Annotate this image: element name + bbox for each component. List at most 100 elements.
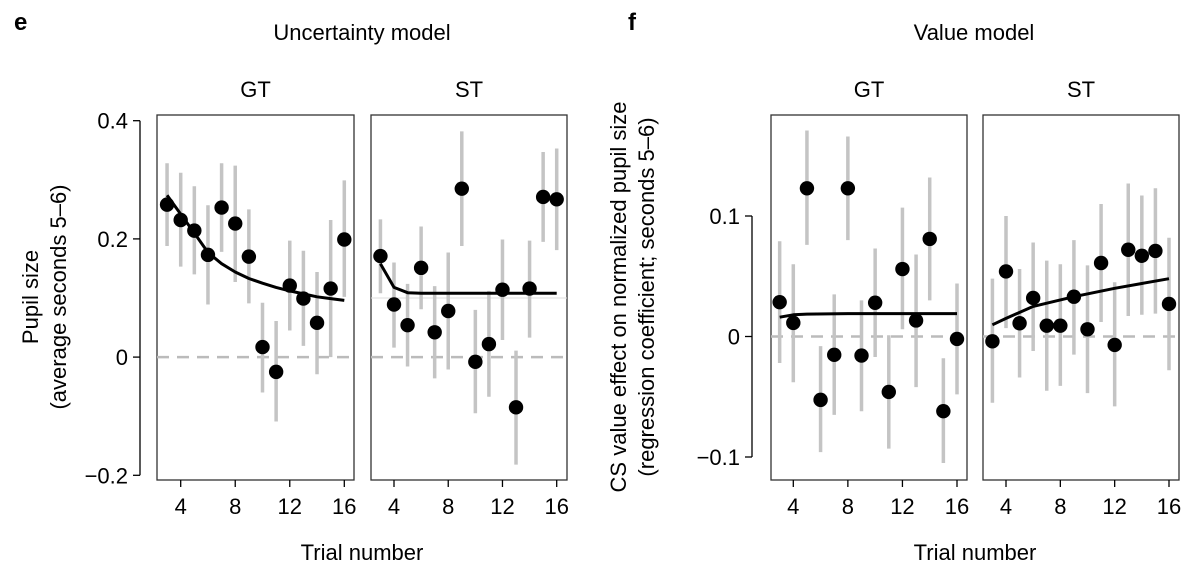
x-tick-label: 4 xyxy=(787,494,799,519)
data-point xyxy=(854,348,869,363)
data-point xyxy=(400,317,415,333)
panel-st: ST 4 8 12 16 xyxy=(370,77,569,519)
data-point xyxy=(949,331,965,347)
data-point xyxy=(508,400,524,415)
panel-frame xyxy=(982,114,1180,481)
chart-title: Value model xyxy=(914,20,1035,45)
data-point xyxy=(454,181,469,196)
data-point xyxy=(413,260,429,276)
data-point xyxy=(427,325,442,340)
data-point xyxy=(908,313,924,328)
data-point xyxy=(1066,289,1082,304)
data-point xyxy=(1161,296,1177,312)
data-point xyxy=(772,294,787,310)
data-point xyxy=(535,189,551,205)
data-point xyxy=(985,334,1000,349)
data-point xyxy=(187,223,202,238)
data-point xyxy=(481,336,497,352)
data-point xyxy=(1039,318,1054,333)
y-axis-label: CS value effect on normalized pupil size xyxy=(606,102,631,493)
data-point xyxy=(282,278,297,293)
panel-gt: GT 4 8 12 16 xyxy=(156,77,357,519)
x-tick-label: 16 xyxy=(544,494,568,519)
x-tick-label: 8 xyxy=(229,494,241,519)
data-point xyxy=(441,303,456,319)
x-tick-label: 16 xyxy=(332,494,356,519)
data-point xyxy=(549,192,564,207)
data-point xyxy=(881,384,896,400)
x-tick-label: 16 xyxy=(1157,494,1181,519)
y-tick-label: 0.2 xyxy=(97,227,128,252)
y-tick-label: 0 xyxy=(116,345,128,370)
data-point xyxy=(159,197,175,212)
data-point xyxy=(1053,318,1068,333)
y-axis-label: (average seconds 5–6) xyxy=(46,184,71,409)
data-point xyxy=(1080,322,1095,337)
data-point xyxy=(337,232,352,247)
panel-title: ST xyxy=(1067,77,1095,102)
panel-st: ST 4 8 12 16 xyxy=(982,77,1181,519)
data-point xyxy=(228,216,243,231)
panel-title: ST xyxy=(455,77,483,102)
x-axis-label: Trial number xyxy=(914,540,1037,565)
panel-frame xyxy=(770,114,968,481)
data-point xyxy=(827,347,842,363)
x-tick-label: 12 xyxy=(490,494,514,519)
y-tick-label: −0.1 xyxy=(697,445,740,470)
data-point xyxy=(386,297,402,312)
data-point xyxy=(895,261,910,277)
x-tick-label: 8 xyxy=(1054,494,1066,519)
panel-title: GT xyxy=(240,77,271,102)
x-tick-label: 12 xyxy=(1102,494,1126,519)
data-point xyxy=(1025,290,1041,306)
data-point xyxy=(241,249,257,264)
data-point xyxy=(867,295,883,310)
panel-title: GT xyxy=(854,77,885,102)
y-axis-label: Pupil size xyxy=(18,250,43,344)
data-point xyxy=(268,364,284,380)
data-point xyxy=(468,354,483,370)
y-tick-label: 0.1 xyxy=(709,204,740,229)
data-point xyxy=(1093,255,1109,271)
data-point xyxy=(200,247,216,263)
y-tick-label: −0.2 xyxy=(85,463,128,488)
data-point xyxy=(1121,242,1136,257)
y-tick-label: 0 xyxy=(728,325,740,350)
fit-curve xyxy=(379,262,557,295)
chart-title: Uncertainty model xyxy=(273,20,450,45)
x-tick-label: 8 xyxy=(442,494,454,519)
panel-letter: f xyxy=(628,9,637,36)
panel-gt: GT 4 8 12 16 xyxy=(770,77,969,519)
x-tick-label: 4 xyxy=(1000,494,1012,519)
panel-letter: e xyxy=(14,9,27,36)
data-point xyxy=(813,392,828,408)
panel-frame xyxy=(156,114,355,481)
x-tick-label: 4 xyxy=(175,494,187,519)
y-tick-label: 0.4 xyxy=(97,109,128,134)
data-point xyxy=(373,248,388,264)
fit-curve xyxy=(779,312,957,319)
data-point xyxy=(255,339,270,355)
data-point xyxy=(922,231,937,247)
x-tick-label: 8 xyxy=(842,494,854,519)
data-point xyxy=(936,404,951,419)
data-point xyxy=(323,281,338,296)
data-point xyxy=(173,212,188,228)
data-point xyxy=(1012,316,1027,331)
x-tick-label: 16 xyxy=(945,494,969,519)
data-point xyxy=(786,315,801,331)
data-point xyxy=(1148,243,1163,259)
data-point xyxy=(309,315,325,331)
data-point xyxy=(214,200,229,215)
x-tick-label: 4 xyxy=(388,494,400,519)
data-point xyxy=(495,282,510,297)
x-tick-label: 12 xyxy=(278,494,302,519)
data-point xyxy=(296,291,311,306)
data-point xyxy=(799,181,815,196)
x-tick-label: 12 xyxy=(890,494,914,519)
data-point xyxy=(1107,337,1122,353)
data-point xyxy=(840,181,856,196)
x-axis-label: Trial number xyxy=(301,540,424,565)
data-point xyxy=(522,281,537,296)
